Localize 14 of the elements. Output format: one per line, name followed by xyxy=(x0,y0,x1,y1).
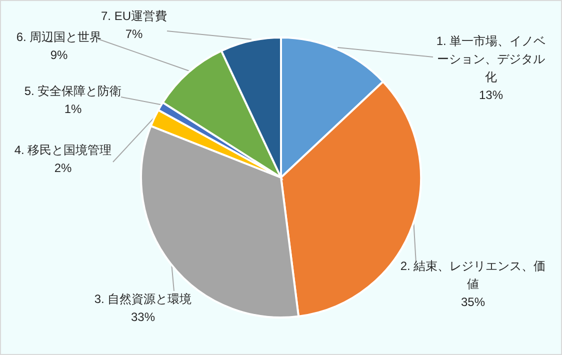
data-label: 7% xyxy=(125,27,143,41)
data-label: 35% xyxy=(460,295,486,309)
data-label: 1% xyxy=(64,102,82,116)
slice-label: 1. 単一市場、イノベーション、デジタル化 xyxy=(436,34,546,84)
slice-label: 2. 結束、レジリエンス、価値 xyxy=(400,259,546,291)
data-label: 9% xyxy=(50,48,68,62)
data-label: 13% xyxy=(478,88,504,102)
data-label: 2% xyxy=(54,161,72,175)
slice-label: 7. EU運営費 xyxy=(100,9,168,23)
slice-label: 3. 自然資源と環境 xyxy=(94,292,192,306)
slice-label: 4. 移民と国境管理 xyxy=(14,143,112,157)
data-label: 33% xyxy=(130,310,156,324)
slice-label: 5. 安全保障と防衛 xyxy=(24,84,122,98)
slice-label: 6. 周辺国と世界 xyxy=(16,30,102,44)
